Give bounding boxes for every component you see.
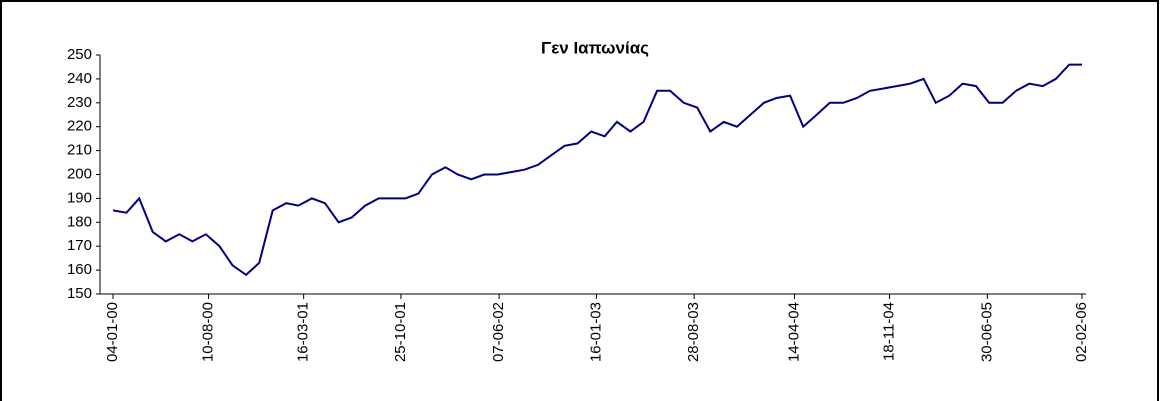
y-tick-label: 160 <box>67 261 92 278</box>
y-tick-label: 180 <box>67 213 92 230</box>
y-tick-label: 250 <box>67 46 92 63</box>
y-tick-label: 150 <box>67 285 92 302</box>
y-tick-label: 190 <box>67 189 92 206</box>
series-line <box>112 63 1082 277</box>
chart-title: Γεν Ιαπωνίας <box>541 38 649 57</box>
y-tick-label: 210 <box>67 142 92 159</box>
y-tick-label: 230 <box>67 94 92 111</box>
y-tick-label: 200 <box>67 165 92 182</box>
x-tick-label: 18-11-04 <box>881 302 898 361</box>
y-tick-label: 220 <box>67 118 92 135</box>
x-tick-label: 28-08-03 <box>685 302 702 362</box>
y-tick-label: 240 <box>67 70 92 87</box>
x-tick-label: 25-10-01 <box>392 302 409 362</box>
y-tick-label: 170 <box>67 237 92 254</box>
x-tick-label: 02-02-06 <box>1073 302 1090 362</box>
x-tick-label: 07-06-02 <box>490 302 507 362</box>
x-tick-label: 04-01-00 <box>104 302 121 362</box>
x-tick-label: 10-08-00 <box>200 302 217 362</box>
x-tick-label: 30-06-05 <box>978 302 995 362</box>
x-tick-label: 14-04-04 <box>785 302 802 362</box>
x-tick-label: 16-03-01 <box>295 302 312 362</box>
x-tick-label: 16-01-03 <box>587 302 604 362</box>
